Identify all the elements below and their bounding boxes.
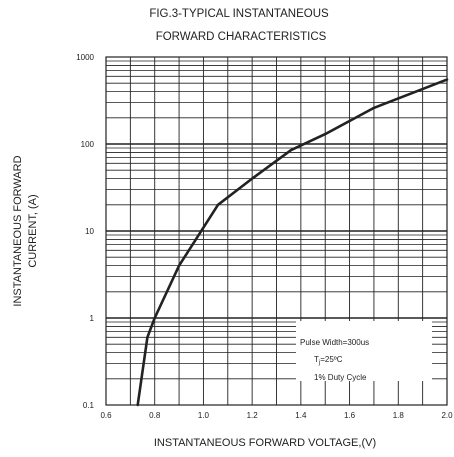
chart-title-line-1: FIG.3-TYPICAL INSTANTANEOUS (149, 8, 329, 20)
x-tick-label: 0.8 (149, 411, 161, 420)
annotation-pulse-width: Pulse Width=300us (300, 338, 369, 347)
chart-title-line-2: FORWARD CHARACTERISTICS (156, 31, 327, 43)
x-axis-label: INSTANTANEOUS FORWARD VOLTAGE,(V) (154, 437, 376, 449)
annotation-box (296, 321, 432, 381)
annotation-duty-cycle: 1% Duty Cycle (314, 373, 367, 382)
plot-frame (105, 56, 448, 406)
annotation-temp-t: T (314, 355, 319, 364)
y-axis-label-line-1: INSTANTANEOUS FORWARD (12, 155, 24, 306)
annotation-junction-temp: Tj=25ºC (314, 355, 343, 366)
y-tick-label: 1 (90, 314, 95, 323)
annotation-temp-sub: j (318, 360, 320, 366)
x-tick-label: 2.0 (441, 411, 453, 420)
x-tick-label: 1.0 (198, 411, 210, 420)
x-tick-label: 1.8 (393, 411, 405, 420)
y-tick-label: 0.1 (83, 401, 95, 410)
x-tick-label: 1.6 (344, 411, 356, 420)
x-tick-label: 1.2 (247, 411, 259, 420)
x-tick-label: 1.4 (295, 411, 307, 420)
y-axis-label-line-2: CURRENT, (A) (27, 194, 39, 267)
series-line (136, 78, 449, 407)
y-tick-label: 1000 (76, 53, 94, 62)
y-tick-label: 10 (85, 227, 94, 236)
y-tick-label: 100 (81, 140, 95, 149)
annotation-temp-value: =25ºC (320, 355, 342, 364)
tick-labels: 0.6 0.8 1.0 1.2 1.4 1.6 1.8 2.0 0.1 1 10 100 1000 (76, 53, 453, 420)
x-tick-label: 0.6 (100, 411, 112, 420)
series-layer (136, 78, 449, 407)
